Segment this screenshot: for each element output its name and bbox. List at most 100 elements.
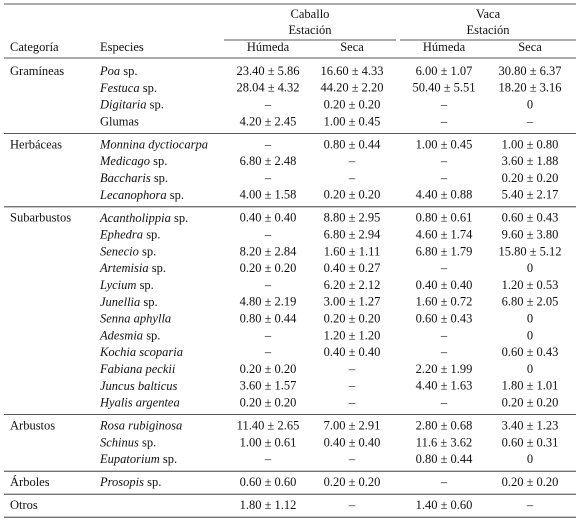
species: Acantholippia sp.: [99, 211, 188, 225]
cell-value: –: [526, 114, 534, 128]
cell-value: 3.00 ± 1.27: [324, 295, 381, 309]
species: Lecanophora sp.: [99, 188, 184, 202]
cell-value: 0.80 ± 0.44: [416, 452, 474, 466]
species-genus: Digitaria: [99, 97, 147, 111]
cell-value: 0.40 ± 0.40: [324, 345, 381, 359]
cell-value: 1.80 ± 1.12: [240, 498, 297, 512]
cell-value: –: [440, 261, 448, 275]
cell-value: 7.00 ± 2.91: [324, 418, 381, 432]
species-suffix: sp.: [163, 452, 177, 466]
species-suffix: sp.: [153, 154, 167, 168]
cell-value: 4.40 ± 1.63: [416, 379, 473, 393]
species-suffix: sp.: [142, 435, 156, 449]
species-genus: Senna aphylla: [100, 311, 171, 325]
cell-value: 1.60 ± 0.72: [416, 295, 473, 309]
cell-value: 0: [527, 261, 533, 275]
cell-value: 0.40 ± 0.40: [240, 211, 297, 225]
species-genus: Fabiana peckii: [99, 362, 176, 376]
cell-value: 4.60 ± 1.74: [416, 227, 474, 241]
cell-value: –: [264, 345, 272, 359]
group-label: Vaca: [476, 7, 501, 21]
species: Monnina dyctiocarpa: [99, 137, 208, 151]
cell-value: 2.20 ± 1.99: [416, 362, 473, 376]
cell-value: 5.40 ± 2.17: [502, 188, 559, 202]
cell-value: 0.80 ± 0.44: [240, 311, 298, 325]
group-sub: Estación: [288, 23, 332, 37]
cell-value: 50.40 ± 5.51: [412, 81, 475, 95]
cell-value: –: [264, 452, 272, 466]
species-genus: Monnina dyctiocarpa: [99, 137, 208, 151]
cell-value: 6.20 ± 2.12: [324, 278, 381, 292]
species-genus: Baccharis: [100, 171, 151, 185]
cell-value: –: [440, 171, 448, 185]
cell-value: 0.20 ± 0.20: [240, 261, 297, 275]
cell-value: –: [348, 379, 356, 393]
species-genus: Acantholippia: [99, 211, 171, 225]
cell-value: –: [348, 452, 356, 466]
species: Lycium sp.: [99, 278, 154, 292]
cell-value: –: [264, 137, 272, 151]
species-genus: Hyalis argentea: [99, 395, 180, 409]
cell-value: 1.20 ± 0.53: [502, 278, 559, 292]
species-suffix: sp.: [123, 64, 137, 78]
group-label: Caballo: [291, 7, 330, 21]
species-genus: Rosa rubiginosa: [99, 418, 182, 432]
species: Eupatorium sp.: [99, 452, 177, 466]
species-genus: Lecanophora: [99, 188, 167, 202]
cell-value: –: [440, 328, 448, 342]
cell-value: –: [440, 114, 448, 128]
cell-value: –: [348, 362, 356, 376]
cell-value: –: [440, 345, 448, 359]
cell-value: 8.20 ± 2.84: [240, 244, 298, 258]
cell-value: –: [440, 395, 448, 409]
species-suffix: Glumas: [100, 114, 139, 128]
category: Herbáceas: [10, 137, 62, 151]
column-header: Húmeda: [247, 40, 290, 54]
species-genus: Junellia: [100, 295, 140, 309]
cell-value: 0.80 ± 0.61: [416, 211, 473, 225]
cell-value: 0.60 ± 0.43: [502, 345, 559, 359]
cell-value: –: [264, 328, 272, 342]
cell-value: 30.80 ± 6.37: [498, 64, 561, 78]
cell-value: 1.00 ± 0.45: [324, 114, 381, 128]
species-genus: Festuca: [99, 81, 140, 95]
category: Subarbustos: [10, 211, 71, 225]
cell-value: 0.20 ± 0.20: [240, 395, 297, 409]
species: Festuca sp.: [99, 81, 157, 95]
cell-value: –: [264, 171, 272, 185]
group-sub: Estación: [466, 23, 510, 37]
cell-value: 0.60 ± 0.31: [502, 435, 559, 449]
cell-value: 0.40 ± 0.40: [324, 435, 381, 449]
cell-value: –: [264, 227, 272, 241]
cell-value: 6.80 ± 2.05: [502, 295, 559, 309]
species: Digitaria sp.: [99, 97, 164, 111]
species-suffix: sp.: [146, 328, 160, 342]
cell-value: –: [440, 475, 448, 489]
cell-value: –: [440, 154, 448, 168]
species-genus: Juncus balticus: [100, 379, 178, 393]
cell-value: 3.40 ± 1.23: [502, 418, 559, 432]
species: Adesmia sp.: [99, 328, 160, 342]
cell-value: –: [526, 498, 534, 512]
cell-value: 1.40 ± 0.60: [416, 498, 473, 512]
cell-value: –: [348, 154, 356, 168]
species: Juncus balticus: [100, 379, 178, 393]
species-suffix: sp.: [154, 171, 168, 185]
species: Fabiana peckii: [99, 362, 176, 376]
cell-value: 6.80 ± 2.94: [324, 227, 382, 241]
cell-value: 0.60 ± 0.43: [416, 311, 473, 325]
cell-value: 4.20 ± 2.45: [240, 114, 297, 128]
cell-value: 1.00 ± 0.80: [502, 137, 559, 151]
species: Poa sp.: [99, 64, 138, 78]
cell-value: –: [440, 97, 448, 111]
cell-value: –: [348, 498, 356, 512]
cell-value: 4.40 ± 0.88: [416, 188, 473, 202]
category: Gramíneas: [10, 64, 64, 78]
column-header: Categoría: [10, 40, 59, 54]
cell-value: 6.80 ± 2.48: [240, 154, 297, 168]
cell-value: 0.20 ± 0.20: [502, 475, 559, 489]
cell-value: 1.80 ± 1.01: [502, 379, 559, 393]
species-suffix: sp.: [174, 211, 188, 225]
species-suffix: sp.: [170, 188, 184, 202]
